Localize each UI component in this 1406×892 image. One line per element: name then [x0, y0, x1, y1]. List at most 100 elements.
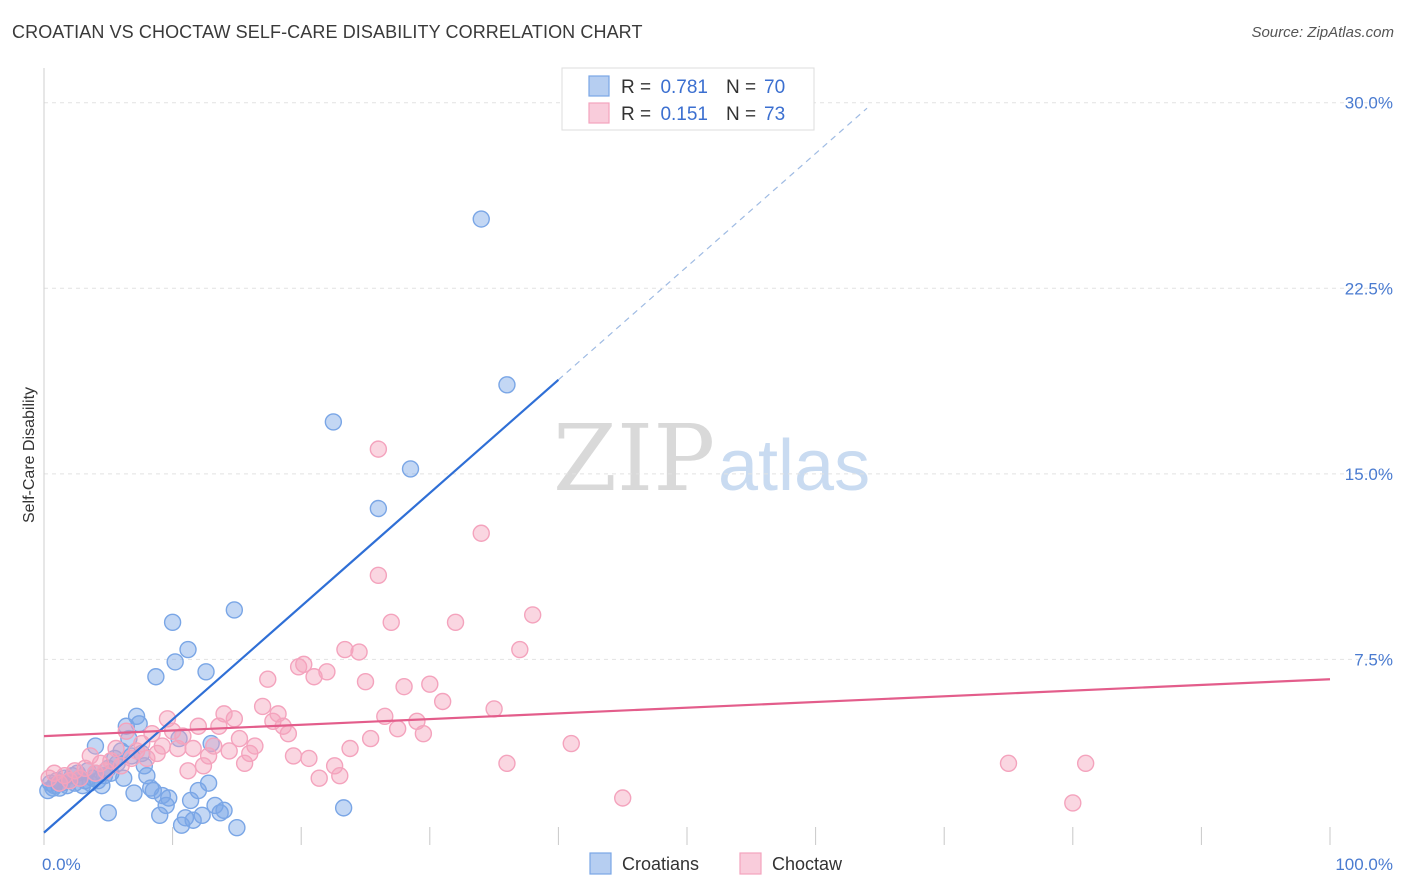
- choctaw-point-52: [310, 769, 328, 787]
- choctaw-point-41: [253, 697, 272, 716]
- choctaw-point-32: [205, 737, 223, 755]
- croatians-point-40: [147, 668, 165, 686]
- choctaw-point-72: [485, 700, 503, 718]
- choctaw-point-74: [511, 640, 529, 659]
- choctaw-point-81: [1076, 754, 1095, 773]
- choctaw-point-36: [225, 710, 244, 728]
- croatians-point-63: [228, 818, 246, 837]
- bottom-legend-swatch-croatians: [589, 852, 612, 875]
- choctaw-point-69: [433, 692, 452, 711]
- croatians-point-61: [86, 737, 105, 755]
- legend-r-value-choctaw: 0.151: [660, 104, 708, 125]
- choctaw-point-67: [414, 724, 433, 743]
- choctaw-point-40: [246, 737, 264, 755]
- bottom-legend-label-croatians: Croatians: [622, 854, 699, 874]
- choctaw-point-34: [215, 705, 233, 723]
- choctaw-point-51: [305, 668, 323, 686]
- choctaw-point-1: [45, 764, 63, 782]
- choctaw-point-65: [395, 677, 413, 696]
- croatians-point-39: [144, 781, 163, 800]
- choctaw-point-75: [523, 606, 542, 624]
- choctaw-trend-line: [43, 678, 1331, 738]
- choctaw-point-13: [107, 739, 125, 758]
- source-label: Source: ZipAtlas.com: [1251, 24, 1394, 41]
- choctaw-point-60: [361, 729, 380, 748]
- legend-n-value-croatians: 70: [764, 77, 785, 98]
- choctaw-point-29: [189, 717, 208, 735]
- croatians-point-68: [401, 460, 420, 478]
- choctaw-point-4: [61, 771, 79, 790]
- choctaw-point-42: [259, 670, 277, 688]
- bottom-legend: Croatians Choctaw: [589, 852, 843, 875]
- choctaw-point-80: [1064, 794, 1082, 812]
- chart-title: CROATIAN VS CHOCTAW SELF-CARE DISABILITY…: [12, 22, 643, 42]
- choctaw-point-22: [153, 737, 172, 755]
- choctaw-point-31: [199, 747, 218, 765]
- croatians-point-69: [472, 210, 490, 228]
- gridlines: [44, 102, 1390, 660]
- choctaw-point-37: [230, 729, 249, 748]
- choctaw-point-79: [999, 754, 1018, 773]
- choctaw-point-28: [184, 739, 202, 758]
- choctaw-point-6: [71, 769, 89, 787]
- choctaw-point-76: [562, 734, 580, 753]
- croatians-point-46: [166, 653, 184, 671]
- choctaw-point-47: [284, 747, 303, 765]
- croatians-point-67: [369, 499, 388, 518]
- croatians-trend-line: [43, 379, 560, 834]
- x-tick-label-0: 0.0%: [42, 855, 81, 874]
- croatians-point-50: [179, 640, 197, 659]
- croatians-point-64: [225, 601, 244, 619]
- legend-n-label-choctaw: N =: [726, 104, 756, 125]
- legend-n-value-choctaw: 73: [764, 104, 785, 125]
- choctaw-point-19: [138, 749, 156, 768]
- bottom-legend-swatch-choctaw: [739, 852, 762, 875]
- y-tick-label-2: 22.5%: [1345, 279, 1393, 298]
- choctaw-point-63: [382, 613, 400, 632]
- y-tick-label-0: 7.5%: [1354, 650, 1393, 669]
- trend-lines: [43, 107, 1331, 834]
- choctaw-point-71: [472, 524, 490, 542]
- choctaw-point-58: [350, 643, 368, 661]
- y-tick-labels: 7.5% 15.0% 22.5% 30.0%: [1345, 94, 1393, 670]
- croatians-point-32: [125, 784, 143, 802]
- choctaw-point-27: [179, 762, 197, 780]
- choctaw-point-30: [194, 757, 213, 775]
- croatians-point-56: [199, 774, 218, 792]
- watermark: ZIP atlas: [553, 405, 870, 512]
- choctaw-point-56: [336, 640, 354, 659]
- y-tick-label-1: 15.0%: [1345, 465, 1393, 484]
- choctaw-point-26: [174, 727, 192, 745]
- choctaw-point-35: [220, 742, 238, 760]
- croatians-point-62: [99, 804, 118, 822]
- legend: R = 0.781 N = 70 R = 0.151 N = 73: [561, 67, 815, 131]
- bottom-legend-label-choctaw: Choctaw: [772, 854, 843, 874]
- x-tick-label-1: 100.0%: [1335, 855, 1393, 874]
- y-tick-label-3: 30.0%: [1345, 94, 1393, 113]
- croatians-point-66: [334, 799, 353, 817]
- croatians-trend-extension: [558, 107, 868, 381]
- axes: [43, 68, 1331, 845]
- data-points: [39, 210, 1095, 837]
- choctaw-point-73: [498, 754, 516, 773]
- choctaw-point-61: [369, 566, 388, 585]
- croatians-point-41: [151, 806, 169, 825]
- y-axis-label: Self-Care Disability: [21, 387, 38, 523]
- legend-r-label-croatians: R =: [621, 77, 651, 98]
- choctaw-point-68: [421, 675, 439, 693]
- croatians-point-70: [498, 376, 516, 394]
- legend-swatch-choctaw: [588, 102, 610, 124]
- croatians-point-45: [163, 613, 182, 632]
- choctaw-point-20: [143, 724, 161, 743]
- choctaw-point-53: [318, 663, 336, 681]
- choctaw-point-55: [331, 767, 349, 785]
- choctaw-point-59: [356, 673, 375, 691]
- croatians-point-60: [215, 801, 233, 820]
- choctaw-point-64: [388, 720, 407, 738]
- choctaw-point-46: [279, 724, 298, 743]
- croatians-point-52: [184, 811, 202, 829]
- choctaw-point-78: [369, 440, 388, 458]
- croatians-point-54: [193, 806, 211, 825]
- croatians-point-55: [197, 663, 215, 681]
